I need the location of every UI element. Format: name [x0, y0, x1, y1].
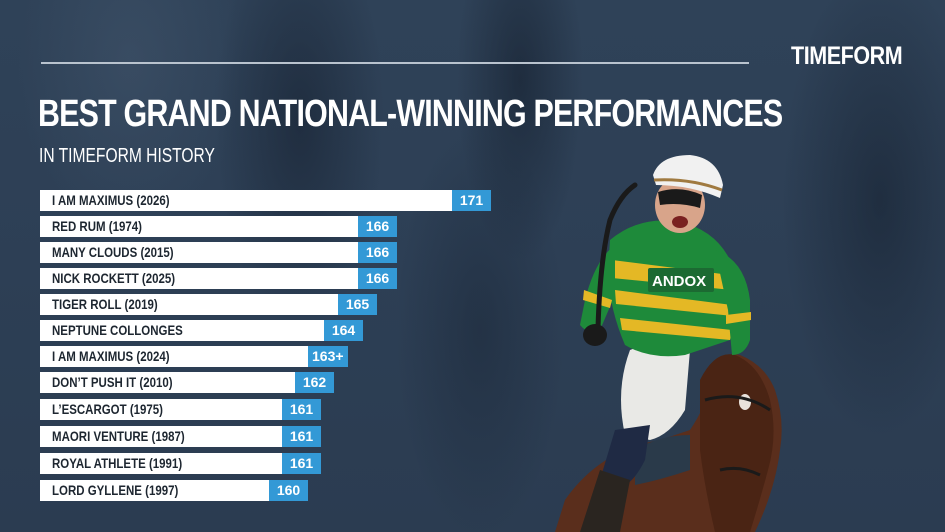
bar-label: NICK ROCKETT (2025): [52, 270, 176, 286]
rating-value-badge: 164: [324, 320, 363, 341]
rating-value-badge: 163+: [308, 346, 348, 367]
jockey-celebration-image: ANDOX: [555, 155, 782, 532]
chart-bar: ROYAL ATHLETE (1991): [40, 453, 282, 474]
chart-row: LORD GYLLENE (1997) 160: [40, 480, 308, 501]
chart-bar: L’ESCARGOT (1975): [40, 399, 282, 420]
header-divider: [41, 62, 749, 64]
chart-bar: MAORI VENTURE (1987): [40, 426, 282, 447]
rating-value-badge: 166: [358, 216, 397, 237]
chart-row: RED RUM (1974) 166: [40, 216, 397, 237]
bar-label: TIGER ROLL (2019): [52, 296, 158, 312]
rating-value-badge: 162: [295, 372, 334, 393]
bar-label: MAORI VENTURE (1987): [52, 428, 185, 444]
page-title: BEST GRAND NATIONAL-WINNING PERFORMANCES: [38, 93, 783, 135]
rating-value-badge: 166: [358, 268, 397, 289]
chart-row: MAORI VENTURE (1987) 161: [40, 426, 321, 447]
bar-label: I AM MAXIMUS (2024): [52, 348, 170, 364]
chart-bar: LORD GYLLENE (1997): [40, 480, 269, 501]
rating-value-badge: 171: [452, 190, 491, 211]
chart-bar: RED RUM (1974): [40, 216, 358, 237]
timeform-logo: TIMEFORM: [791, 42, 903, 70]
bar-label: MANY CLOUDS (2015): [52, 244, 174, 260]
chart-row: MANY CLOUDS (2015) 166: [40, 242, 397, 263]
chart-bar: TIGER ROLL (2019): [40, 294, 338, 315]
bar-label: LORD GYLLENE (1997): [52, 482, 179, 498]
rating-value-badge: 161: [282, 426, 321, 447]
rating-value-badge: 165: [338, 294, 377, 315]
chart-bar: I AM MAXIMUS (2024): [40, 346, 308, 367]
rating-value-badge: 166: [358, 242, 397, 263]
chart-bar: NEPTUNE COLLONGES: [40, 320, 324, 341]
bar-label: I AM MAXIMUS (2026): [52, 192, 170, 208]
bar-label: RED RUM (1974): [52, 218, 142, 234]
rating-value-badge: 161: [282, 453, 321, 474]
rating-value-badge: 161: [282, 399, 321, 420]
chart-row: TIGER ROLL (2019) 165: [40, 294, 377, 315]
chart-row: I AM MAXIMUS (2026) 171: [40, 190, 491, 211]
chart-row: ROYAL ATHLETE (1991) 161: [40, 453, 321, 474]
bar-label: L’ESCARGOT (1975): [52, 401, 164, 417]
chart-bar: I AM MAXIMUS (2026): [40, 190, 452, 211]
chart-bar: MANY CLOUDS (2015): [40, 242, 358, 263]
bar-label: ROYAL ATHLETE (1991): [52, 455, 183, 471]
svg-text:ANDOX: ANDOX: [652, 273, 706, 290]
chart-bar: DON’T PUSH IT (2010): [40, 372, 295, 393]
rating-value-badge: 160: [269, 480, 308, 501]
chart-row: I AM MAXIMUS (2024) 163+: [40, 346, 348, 367]
chart-row: NEPTUNE COLLONGES 164: [40, 320, 363, 341]
page-subtitle: IN TIMEFORM HISTORY: [39, 145, 215, 167]
chart-row: DON’T PUSH IT (2010) 162: [40, 372, 334, 393]
chart-row: NICK ROCKETT (2025) 166: [40, 268, 397, 289]
bar-label: NEPTUNE COLLONGES: [52, 322, 183, 338]
chart-row: L’ESCARGOT (1975) 161: [40, 399, 321, 420]
chart-bar: NICK ROCKETT (2025): [40, 268, 358, 289]
bar-label: DON’T PUSH IT (2010): [52, 374, 173, 390]
